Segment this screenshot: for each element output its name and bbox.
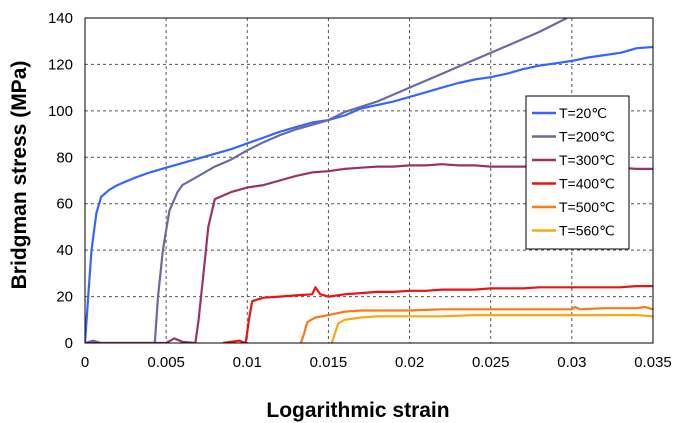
y-tick-label: 100: [48, 103, 73, 120]
y-axis-title: Bridgman stress (MPa): [8, 61, 31, 290]
y-tick-label: 80: [56, 149, 73, 166]
x-tick-label: 0.035: [634, 354, 672, 371]
plot-border: [84, 17, 654, 344]
x-tick-label: 0.01: [233, 354, 262, 371]
tick-labels: 0 0.005 0.01 0.015 0.02 0.025 0.03 0.035 0 20 40 60…: [48, 10, 672, 371]
x-axis-title: Logarithmic strain: [266, 399, 449, 422]
y-tick-label: 60: [56, 196, 73, 213]
y-tick-label: 40: [56, 242, 73, 259]
x-tick-label: 0: [81, 354, 89, 371]
x-tick-label: 0.03: [557, 354, 586, 371]
x-tick-label: 0.005: [147, 354, 185, 371]
y-tick-label: 20: [56, 289, 73, 306]
series-line-1: [85, 18, 568, 343]
legend-label: T=560℃: [559, 223, 615, 239]
x-tick-label: 0.025: [472, 354, 510, 371]
series-line-5: [330, 314, 653, 343]
y-tick-label: 120: [48, 56, 73, 73]
legend-label: T=400℃: [559, 176, 615, 192]
y-tick-label: 0: [65, 335, 73, 352]
series-line-3: [222, 285, 653, 343]
x-tick-label: 0.02: [395, 354, 424, 371]
grid: [85, 18, 653, 343]
series-line-4: [299, 305, 653, 343]
legend: T=20℃ T=200℃ T=300℃ T=400℃ T=500℃ T=560℃: [525, 95, 630, 250]
legend-box: [525, 95, 630, 250]
x-tick-label: 0.015: [310, 354, 348, 371]
series-line-0: [85, 45, 653, 343]
y-tick-label: 140: [48, 10, 73, 27]
legend-label: T=20℃: [559, 105, 607, 121]
legend-label: T=500℃: [559, 199, 615, 215]
legend-label: T=200℃: [559, 129, 615, 145]
legend-label: T=300℃: [559, 152, 615, 168]
